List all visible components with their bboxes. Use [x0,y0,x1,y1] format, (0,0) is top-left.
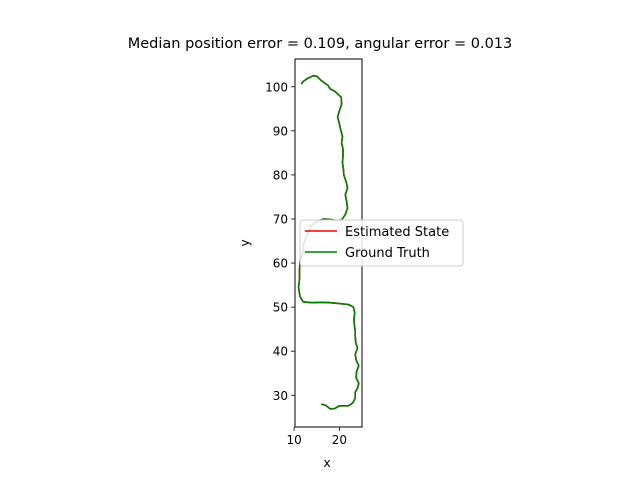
y-tick-label: 70 [273,212,288,226]
y-tick-label: 100 [265,80,288,94]
y-tick-label: 80 [273,168,288,182]
y-axis-label: y [238,239,252,246]
y-tick-label: 60 [273,257,288,271]
y-tick-label: 90 [273,124,288,138]
x-tick-label: 10 [286,433,301,447]
plot-area: 10 20 30 40 50 60 70 80 90 100 [265,58,363,447]
x-tick-label: 20 [332,433,347,447]
x-axis-label: x [323,456,330,470]
legend: Estimated State Ground Truth [299,219,464,267]
legend-label-estimated-state: Estimated State [345,225,449,240]
chart-title: Median position error = 0.109, angular e… [128,36,513,52]
y-tick-label: 50 [273,301,288,315]
legend-label-ground-truth: Ground Truth [345,246,430,261]
legend-frame [299,219,464,267]
y-tick-label: 40 [273,345,288,359]
y-tick-label: 30 [273,389,288,403]
